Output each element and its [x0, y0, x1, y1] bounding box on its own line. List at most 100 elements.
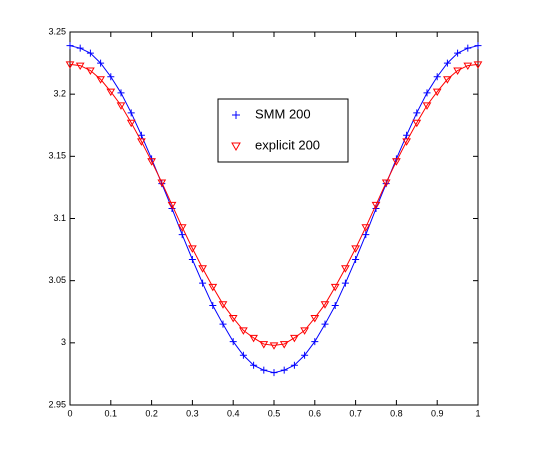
point — [381, 179, 391, 187]
y-tick-label: 2.95 — [48, 399, 66, 409]
point — [208, 283, 218, 292]
point — [157, 179, 167, 187]
series-line — [69, 63, 479, 346]
point — [178, 231, 186, 239]
point — [177, 224, 187, 232]
point — [86, 67, 95, 76]
legend-marker — [231, 142, 241, 152]
point — [473, 61, 483, 69]
point — [228, 314, 238, 323]
point — [463, 62, 473, 71]
point — [423, 89, 431, 97]
point — [311, 338, 319, 346]
point — [137, 131, 145, 139]
series-line — [69, 45, 479, 374]
x-tick-label: 0.7 — [349, 408, 362, 418]
y-tick-label: 3.15 — [48, 151, 66, 161]
x-tick-label: 0.9 — [431, 408, 444, 418]
point — [147, 158, 156, 166]
point — [249, 334, 258, 343]
point — [412, 119, 422, 128]
point — [402, 138, 411, 146]
point — [117, 89, 125, 97]
point — [301, 351, 309, 359]
point — [433, 73, 441, 81]
point — [199, 279, 207, 287]
x-tick-label: 0.1 — [105, 408, 118, 418]
point — [443, 76, 452, 84]
point — [106, 88, 116, 97]
point — [66, 42, 74, 50]
point — [371, 201, 381, 210]
x-tick-label: 0.6 — [309, 408, 322, 418]
point — [361, 224, 371, 232]
y-tick-label: 3.05 — [48, 275, 66, 285]
point — [454, 49, 462, 57]
point — [270, 369, 278, 377]
y-tick-label: 3.25 — [48, 26, 66, 36]
point — [290, 361, 298, 369]
point — [422, 102, 432, 110]
point — [432, 88, 442, 97]
point — [96, 76, 105, 84]
point — [331, 302, 339, 310]
point — [269, 342, 279, 350]
point — [290, 334, 299, 343]
legend-label: SMM 200 — [255, 106, 311, 121]
point — [453, 67, 462, 76]
point — [127, 109, 135, 117]
point — [65, 61, 75, 69]
point — [239, 327, 248, 335]
x-tick-label: 0.8 — [390, 408, 403, 418]
point — [300, 327, 309, 335]
point — [75, 62, 85, 71]
point — [250, 361, 258, 369]
x-tick-label: 0 — [67, 408, 72, 418]
point — [167, 201, 177, 210]
point — [260, 366, 268, 374]
point — [76, 44, 84, 52]
legend-marker — [232, 111, 240, 119]
point — [188, 256, 196, 264]
x-tick-label: 0.5 — [268, 408, 281, 418]
x-tick-label: 0.4 — [227, 408, 240, 418]
point — [219, 320, 227, 328]
x-tick-label: 1 — [475, 408, 480, 418]
point — [126, 119, 136, 128]
point — [218, 301, 228, 309]
point — [137, 138, 146, 146]
point — [86, 49, 94, 57]
point — [209, 302, 217, 310]
point — [392, 158, 401, 166]
legend-box — [217, 98, 349, 163]
x-tick-label: 0.2 — [145, 408, 158, 418]
point — [321, 320, 329, 328]
point — [330, 283, 340, 292]
point — [413, 109, 421, 117]
point — [310, 314, 320, 323]
point — [280, 366, 288, 374]
point — [403, 131, 411, 139]
point — [320, 301, 330, 309]
point — [116, 102, 126, 110]
point — [362, 231, 370, 239]
point — [239, 351, 247, 359]
point — [351, 245, 360, 253]
point — [341, 265, 350, 273]
point — [198, 265, 207, 273]
legend-label: explicit 200 — [255, 137, 320, 152]
point — [229, 338, 237, 346]
point — [279, 341, 289, 349]
point — [352, 256, 360, 264]
point — [107, 73, 115, 81]
point — [259, 341, 269, 349]
x-tick-label: 0.3 — [186, 408, 199, 418]
point — [464, 44, 472, 52]
point — [188, 245, 197, 253]
y-tick-label: 3.2 — [53, 89, 66, 99]
legend: SMM 200 explicit 200 — [217, 98, 349, 163]
point — [341, 279, 349, 287]
point — [474, 42, 482, 50]
y-tick-label: 3 — [61, 337, 66, 347]
